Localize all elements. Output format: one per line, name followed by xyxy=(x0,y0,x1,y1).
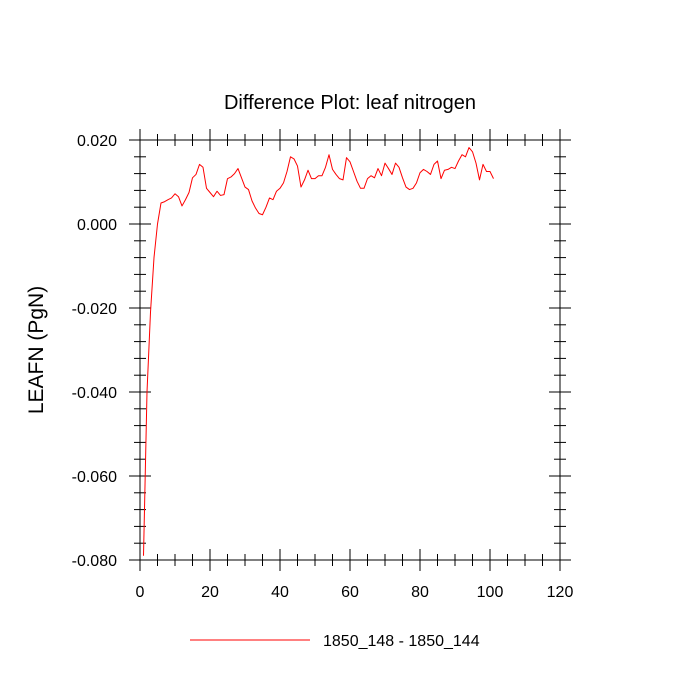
y-tick-label: -0.040 xyxy=(72,385,117,402)
y-tick-label: 0.000 xyxy=(77,217,117,234)
x-tick-label: 40 xyxy=(271,584,289,601)
x-tick-label: 60 xyxy=(341,584,359,601)
x-tick-label: 20 xyxy=(201,584,219,601)
y-axis-label: LEAFN (PgN) xyxy=(25,286,48,414)
y-tick-label: 0.020 xyxy=(77,133,117,150)
x-tick-label: 100 xyxy=(477,584,504,601)
plot-frame xyxy=(139,139,561,561)
x-tick-label: 80 xyxy=(411,584,429,601)
x-tick-label: 0 xyxy=(136,584,145,601)
axis-tick-labels: 0 20 40 60 80 100 120 -0.080 -0.060 -0.040 -0.020 0… xyxy=(72,133,574,601)
legend: 1850_148 - 1850_144 xyxy=(190,633,480,650)
axis-ticks xyxy=(129,129,571,571)
chart-title: Difference Plot: leaf nitrogen xyxy=(224,92,476,114)
legend-label: 1850_148 - 1850_144 xyxy=(323,633,480,650)
y-tick-label: -0.020 xyxy=(72,301,117,318)
series-line xyxy=(143,147,494,556)
y-tick-label: -0.080 xyxy=(72,553,117,570)
y-tick-label: -0.060 xyxy=(72,469,117,486)
x-tick-label: 120 xyxy=(547,584,574,601)
data-series xyxy=(143,147,494,556)
